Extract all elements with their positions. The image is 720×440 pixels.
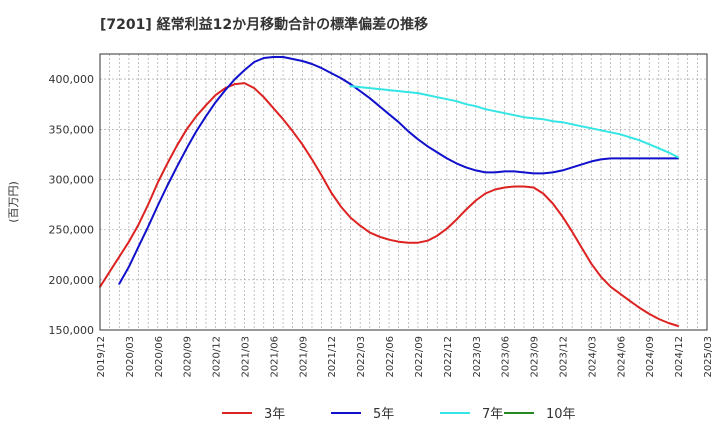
y-tick-labels: 150,000 200,000 250,000 300,000 350,000 400,0… bbox=[49, 73, 95, 337]
y-tick-label: 350,000 bbox=[49, 123, 95, 136]
x-tick-label: 2024/12 bbox=[674, 336, 685, 378]
x-tick-label: 2023/06 bbox=[501, 336, 512, 378]
legend-label-10年: 10年 bbox=[546, 407, 576, 422]
series-line-5年 bbox=[118, 56, 680, 285]
chart-title: [7201] 経常利益12か月移動合計の標準偏差の推移 bbox=[100, 17, 429, 33]
legend-label-7年: 7年 bbox=[482, 407, 503, 422]
x-tick-label: 2024/03 bbox=[587, 336, 598, 378]
x-tick-label: 2022/03 bbox=[356, 336, 367, 378]
x-tick-label: 2025/03 bbox=[703, 336, 714, 378]
x-tick-label: 2024/06 bbox=[616, 336, 627, 378]
x-tick-label: 2021/03 bbox=[241, 336, 252, 378]
x-tick-label: 2020/03 bbox=[125, 336, 136, 378]
x-tick-label: 2019/12 bbox=[96, 336, 107, 378]
x-tick-label: 2021/12 bbox=[327, 336, 338, 378]
plot-frame bbox=[99, 53, 708, 331]
x-tick-label: 2020/09 bbox=[183, 336, 194, 378]
y-tick-label: 400,000 bbox=[49, 73, 95, 86]
x-tick-label: 2020/12 bbox=[212, 336, 223, 378]
x-tick-label: 2022/09 bbox=[414, 336, 425, 378]
plot-background bbox=[100, 54, 707, 330]
series-line-3年 bbox=[99, 82, 680, 327]
x-tick-label: 2022/06 bbox=[385, 336, 396, 378]
x-tick-label: 2021/09 bbox=[298, 336, 309, 378]
y-tick-label: 300,000 bbox=[49, 173, 95, 186]
x-tick-label: 2023/12 bbox=[558, 336, 569, 378]
x-tick-label: 2020/06 bbox=[154, 336, 165, 378]
y-tick-label: 150,000 bbox=[49, 324, 95, 337]
series-lines bbox=[99, 56, 680, 327]
y-tick-label: 250,000 bbox=[49, 224, 95, 237]
y-axis-label: (百万円) bbox=[7, 181, 20, 223]
legend-label-3年: 3年 bbox=[264, 407, 285, 422]
legend: 3年 5年 7年 10年 bbox=[222, 407, 576, 422]
x-tick-labels: 2019/12 2020/03 2020/06 2020/09 2020/12 2021/… bbox=[96, 336, 714, 378]
x-tick-label: 2021/06 bbox=[269, 336, 280, 378]
x-tick-label: 2022/12 bbox=[443, 336, 454, 378]
y-tick-label: 200,000 bbox=[49, 274, 95, 287]
x-tick-label: 2023/03 bbox=[472, 336, 483, 378]
x-tick-label: 2024/09 bbox=[645, 336, 656, 378]
x-tick-label: 2023/09 bbox=[530, 336, 541, 378]
legend-label-5年: 5年 bbox=[373, 407, 394, 422]
series-line-7年 bbox=[349, 85, 680, 159]
